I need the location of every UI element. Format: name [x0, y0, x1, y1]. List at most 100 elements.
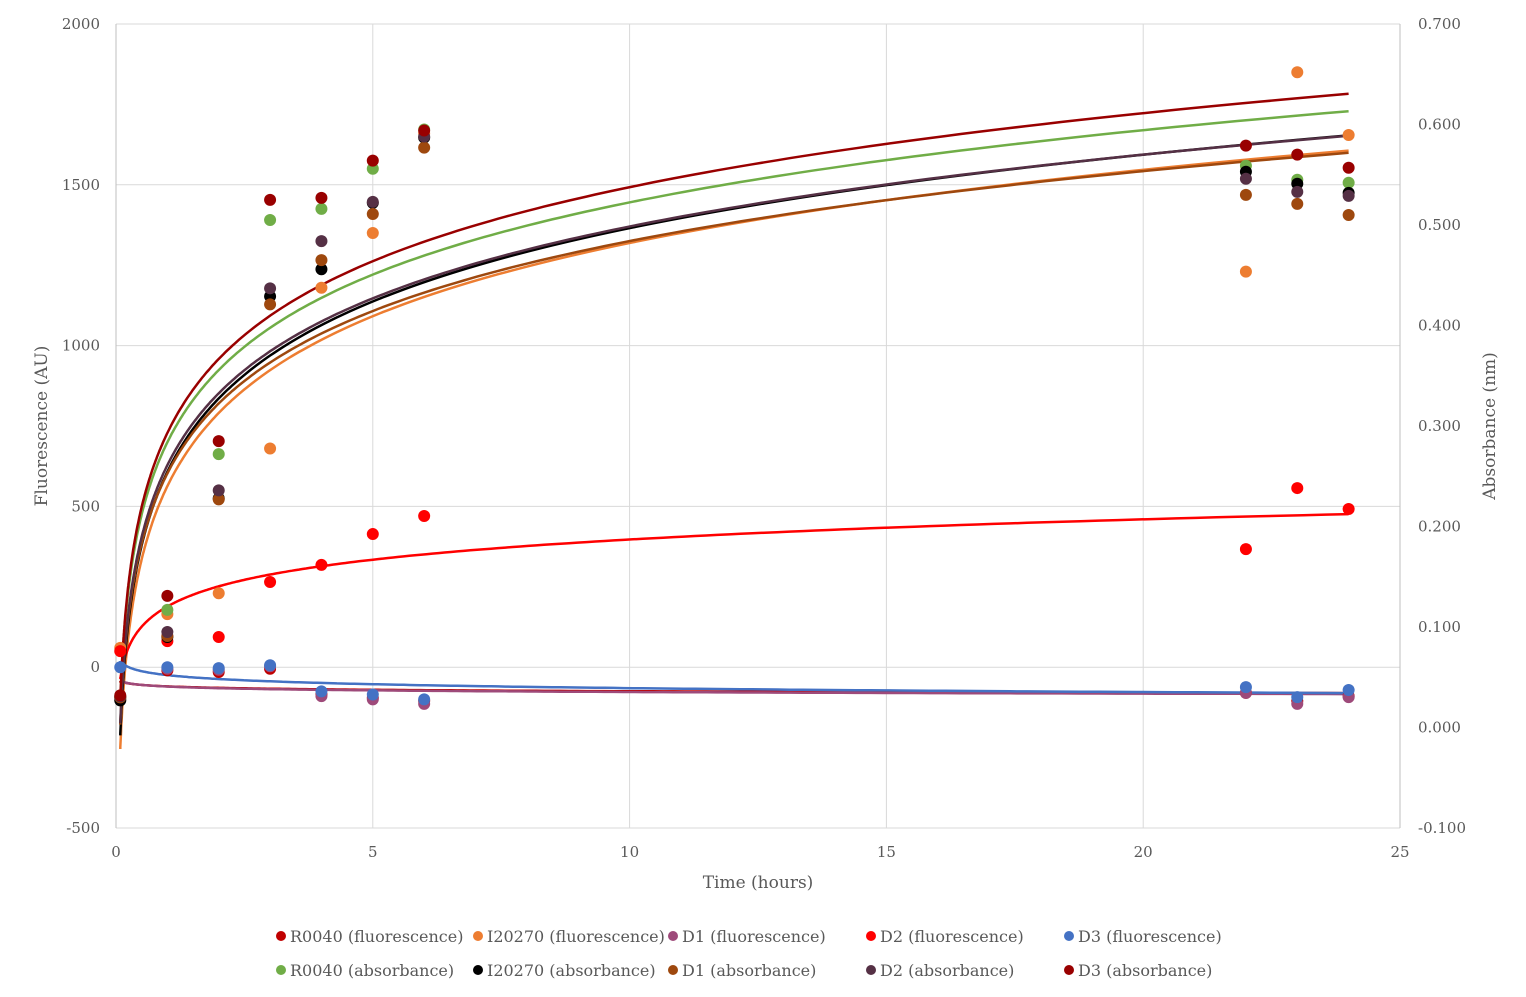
data-point: [212, 662, 225, 675]
legend-marker: [668, 931, 678, 941]
legend-marker: [276, 965, 286, 975]
data-point: [315, 254, 328, 267]
data-point: [418, 124, 431, 137]
data-point: [366, 528, 379, 541]
data-point: [1239, 172, 1252, 185]
data-point: [1342, 208, 1355, 221]
legend: R0040 (fluorescence) I20270 (fluorescence…: [276, 927, 1222, 980]
data-point: [212, 448, 225, 461]
data-point: [315, 558, 328, 571]
data-point: [1239, 543, 1252, 556]
data-point: [418, 141, 431, 154]
legend-label: D1 (fluorescence): [682, 927, 826, 946]
x-axis-label: Time (hours): [703, 873, 814, 893]
data-point: [1342, 176, 1355, 189]
x-tick-label: 25: [1390, 843, 1409, 861]
y2-tick-label: -0.100: [1418, 819, 1466, 837]
y-tick-label: 1500: [62, 176, 100, 194]
data-point: [212, 630, 225, 643]
data-point: [1291, 197, 1304, 210]
data-point: [1239, 139, 1252, 152]
data-point: [1291, 66, 1304, 79]
y-tick-label: 1000: [62, 337, 100, 355]
data-point: [1342, 189, 1355, 202]
data-point: [212, 493, 225, 506]
data-point: [161, 661, 174, 674]
data-point: [315, 191, 328, 204]
data-point: [1342, 161, 1355, 174]
trendline: [119, 109, 1349, 702]
x-tick-label: 10: [620, 843, 639, 861]
data-point: [264, 659, 277, 672]
data-point: [114, 689, 127, 702]
y2-tick-label: 0.300: [1418, 417, 1461, 435]
data-point: [366, 207, 379, 220]
trendline: [119, 660, 1349, 695]
trendline: [119, 512, 1349, 679]
data-point: [1239, 188, 1252, 201]
y2-tick-label: 0.500: [1418, 216, 1461, 234]
x-tick-label: 15: [877, 843, 896, 861]
data-point: [366, 195, 379, 208]
y-axis-label: Fluorescence (AU): [32, 346, 52, 507]
legend-marker: [668, 965, 678, 975]
tick-labels: 0 5 10 15 20 25 -500 0 500 1000 1500 2000 -0.100 0.00…: [62, 15, 1466, 861]
legend-marker: [866, 965, 876, 975]
data-point: [161, 603, 174, 616]
legend-marker: [473, 965, 483, 975]
y2-tick-label: 0.700: [1418, 15, 1461, 33]
data-point: [1291, 482, 1304, 495]
legend-marker: [1064, 965, 1074, 975]
data-point: [212, 435, 225, 448]
data-point: [315, 202, 328, 215]
data-point: [1291, 185, 1304, 198]
legend-label: R0040 (fluorescence): [290, 927, 463, 946]
data-point: [366, 688, 379, 701]
y2-tick-label: 0.600: [1418, 116, 1461, 134]
legend-marker: [1064, 931, 1074, 941]
data-point: [315, 263, 328, 276]
data-point: [264, 575, 277, 588]
x-tick-label: 0: [111, 843, 121, 861]
data-point: [315, 235, 328, 248]
trendlines: [119, 92, 1349, 749]
data-point: [1342, 128, 1355, 141]
data-point: [1239, 681, 1252, 694]
data-point: [264, 282, 277, 295]
trendline: [119, 149, 1349, 749]
y-tick-label: 0: [90, 658, 100, 676]
data-point: [161, 589, 174, 602]
legend-label: R0040 (absorbance): [290, 961, 454, 980]
x-tick-label: 20: [1134, 843, 1153, 861]
legend-label: D1 (absorbance): [682, 961, 816, 980]
gridlines: [115, 23, 1401, 829]
legend-label: D3 (absorbance): [1078, 961, 1212, 980]
data-point: [161, 626, 174, 639]
trendline: [119, 92, 1349, 699]
y-tick-label: 2000: [62, 15, 100, 33]
y-tick-label: 500: [71, 497, 100, 515]
data-point: [1291, 691, 1304, 704]
data-point: [114, 645, 127, 658]
y-tick-label: -500: [66, 819, 100, 837]
data-point: [114, 661, 127, 674]
legend-label: D2 (absorbance): [880, 961, 1014, 980]
legend-marker: [276, 931, 286, 941]
data-point: [366, 227, 379, 240]
data-point: [264, 298, 277, 311]
y2-axis-label: Absorbance (nm): [1480, 352, 1500, 501]
trendline: [119, 134, 1349, 736]
legend-label: D3 (fluorescence): [1078, 927, 1222, 946]
data-point: [418, 510, 431, 523]
legend-marker: [473, 931, 483, 941]
y2-tick-label: 0.200: [1418, 518, 1461, 536]
trendline: [119, 151, 1349, 725]
data-point: [1342, 684, 1355, 697]
legend-label: I20270 (absorbance): [487, 961, 656, 980]
y2-tick-label: 0.400: [1418, 317, 1461, 335]
data-point: [212, 484, 225, 497]
legend-label: D2 (fluorescence): [880, 927, 1024, 946]
trendline: [119, 134, 1349, 724]
data-point: [315, 281, 328, 294]
